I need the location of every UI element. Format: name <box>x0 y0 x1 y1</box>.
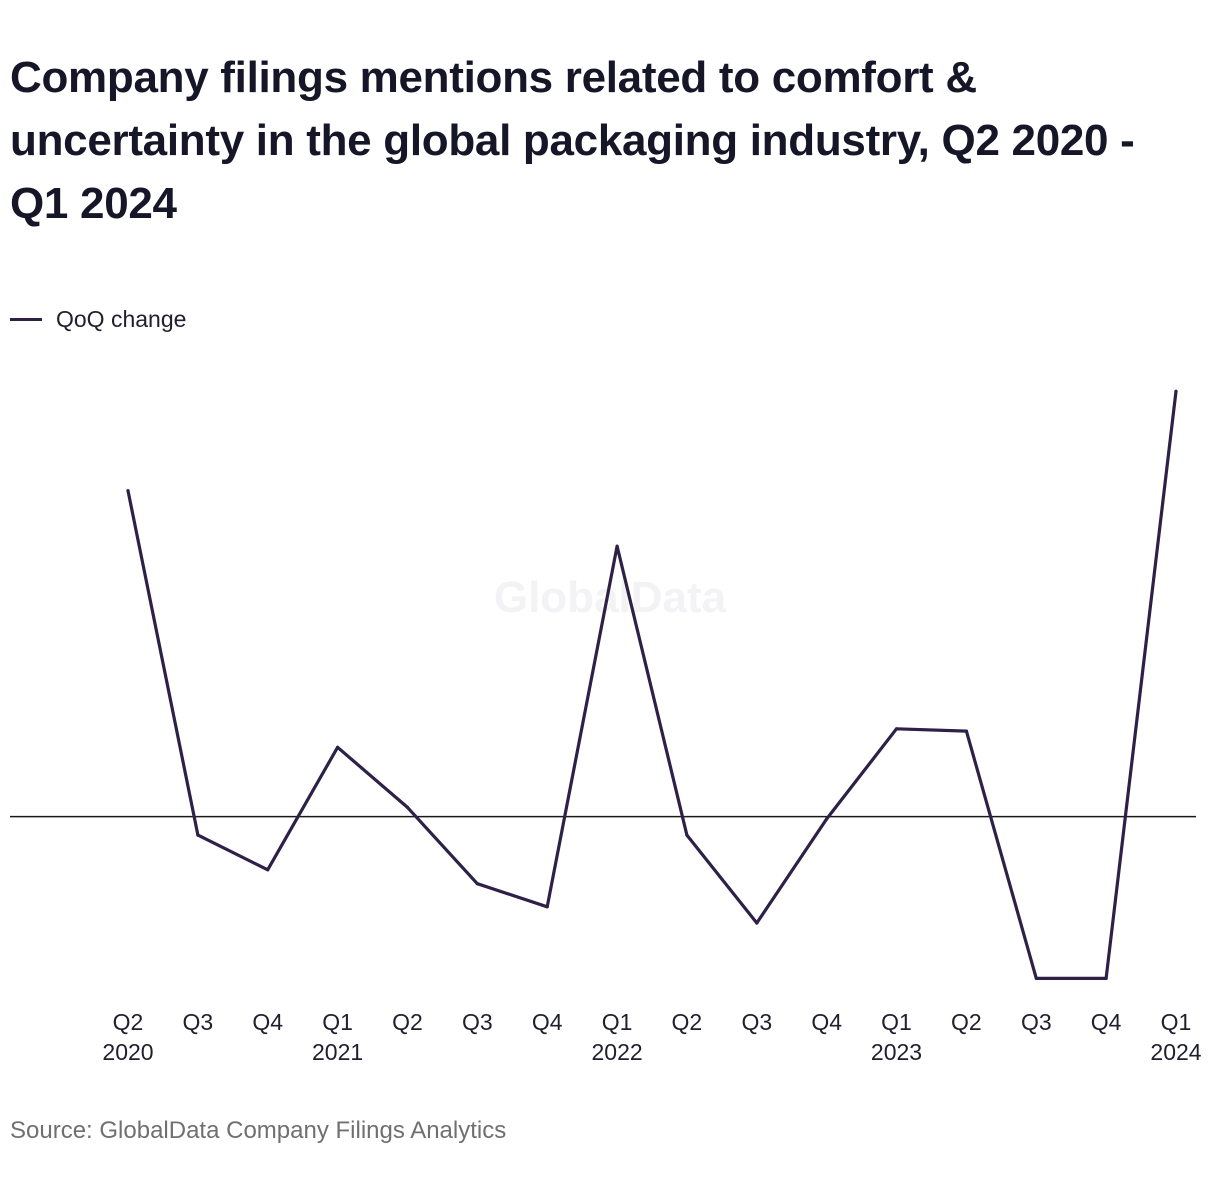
legend-label: QoQ change <box>56 306 187 332</box>
x-tick-label: Q1 <box>322 1009 353 1035</box>
chart-title: Company filings mentions related to comf… <box>10 53 1135 228</box>
series-line-0 <box>126 389 1178 981</box>
data-point <box>196 833 200 837</box>
x-tick-label: Q2 <box>951 1009 982 1035</box>
data-point <box>126 489 130 493</box>
legend: QoQ change <box>10 306 186 333</box>
x-tick-label: Q4 <box>1091 1009 1122 1035</box>
data-point <box>894 727 899 731</box>
data-point <box>336 745 340 749</box>
data-point <box>1034 976 1038 981</box>
x-tick-year-label: 2022 <box>592 1039 643 1065</box>
data-point <box>1104 976 1108 981</box>
x-tick-label: Q2 <box>113 1009 144 1035</box>
x-tick-label: Q1 <box>881 1009 912 1035</box>
data-point <box>545 905 549 909</box>
series-layer <box>126 389 1178 981</box>
data-point <box>1174 389 1178 393</box>
x-tick-year-label: 2024 <box>1150 1039 1201 1065</box>
x-tick-label: Q2 <box>392 1009 423 1035</box>
x-tick-label: Q4 <box>252 1009 283 1035</box>
x-axis: Q2 2020 Q3 Q4 Q1 2021 Q2 Q3 Q4 Q1 2022 Q2 Q3 Q4 Q1 2023… <box>102 1009 1201 1065</box>
x-tick-label: Q1 <box>602 1009 633 1035</box>
x-tick-label: Q1 <box>1161 1009 1192 1035</box>
data-point <box>615 544 619 548</box>
data-point <box>475 882 479 886</box>
data-point <box>825 817 829 821</box>
data-point <box>685 833 689 837</box>
source-note: Source: GlobalData Company Filings Analy… <box>10 1117 507 1144</box>
x-tick-label: Q4 <box>811 1009 842 1035</box>
x-tick-label: Q3 <box>462 1009 493 1035</box>
data-point <box>405 805 410 810</box>
data-point <box>266 868 270 872</box>
x-tick-year-label: 2023 <box>871 1039 922 1065</box>
x-tick-label: Q3 <box>183 1009 214 1035</box>
data-point <box>964 729 969 733</box>
x-tick-label: Q2 <box>672 1009 703 1035</box>
x-tick-label: Q4 <box>532 1009 563 1035</box>
x-tick-year-label: 2020 <box>102 1039 153 1065</box>
x-tick-label: Q3 <box>741 1009 772 1035</box>
data-point <box>755 921 759 925</box>
x-tick-label: Q3 <box>1021 1009 1052 1035</box>
x-tick-year-label: 2021 <box>312 1039 363 1065</box>
legend-swatch <box>10 318 42 321</box>
